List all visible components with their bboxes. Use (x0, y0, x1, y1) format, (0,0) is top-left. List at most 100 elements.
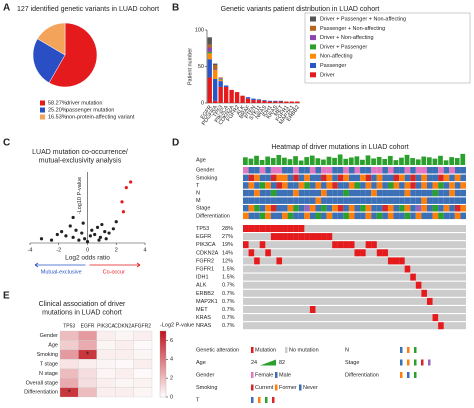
bar-segment (234, 92, 240, 103)
track-label: Gender (196, 168, 215, 174)
track-cell (343, 212, 349, 220)
track-cell (304, 182, 310, 189)
y-tick-label: 50 (198, 64, 204, 70)
gene-frequency: 0.7% (222, 323, 235, 329)
legend-label: Never (303, 385, 318, 391)
track-cell (282, 174, 288, 182)
mutation-cell (248, 225, 255, 232)
track-cell (410, 174, 416, 182)
legend-label: Driver + Passenger (320, 44, 367, 50)
legend-label: Male (279, 372, 291, 378)
track-cell (365, 167, 372, 174)
point (83, 237, 87, 241)
track-cell (298, 212, 305, 220)
track-cell (415, 212, 422, 220)
age-bar (382, 159, 388, 165)
legend-value: 58.27% (48, 100, 67, 106)
legend-swatch (310, 44, 316, 50)
track-cell (337, 189, 344, 197)
track-cell (265, 174, 271, 182)
gene-frequency: 27% (222, 234, 233, 240)
legend-title: Differentiation (345, 372, 379, 378)
legend-label: Non-affecting (320, 54, 353, 60)
heatmap-cell (96, 330, 116, 341)
arrow (34, 262, 86, 268)
track-cell (348, 189, 355, 197)
pie-slice (48, 22, 98, 88)
gene-label: MAP2K1 (196, 299, 218, 305)
track-cell (298, 205, 305, 212)
track-cell (259, 189, 266, 197)
track-cell (293, 197, 299, 204)
bar-segment (240, 95, 245, 103)
track-cell (460, 182, 466, 189)
heatmap-cell (115, 387, 134, 398)
track-cell (293, 174, 299, 182)
track-cell (399, 189, 405, 197)
track-cell (432, 212, 439, 220)
mutation-cell (315, 233, 322, 241)
gene-row (243, 297, 466, 305)
mutation-cell (248, 249, 255, 257)
mutation-cell (343, 241, 349, 249)
age-bar (460, 153, 466, 165)
row-label: Overall stage (26, 380, 58, 386)
mutation-cell (399, 257, 405, 265)
track-label: N (196, 190, 200, 196)
track-cell (243, 205, 249, 212)
track-cell (354, 205, 361, 212)
legend-value: 25.20% (48, 107, 67, 113)
heatmap-cell (78, 340, 97, 351)
gene-frequency: 0.7% (222, 315, 235, 321)
age-bar (393, 160, 399, 165)
x-tick-label: 2 (115, 247, 118, 253)
track-cell (432, 205, 439, 212)
legend-box (304, 12, 471, 84)
bar-segment (295, 101, 300, 103)
track-cell (360, 205, 366, 212)
row-label: Gender (40, 333, 59, 339)
age-bar (371, 158, 376, 165)
track-cell (309, 174, 316, 182)
track-cell (243, 182, 249, 189)
gene-frequency: 0.7% (222, 283, 235, 289)
track-cell (426, 212, 433, 220)
point (114, 220, 118, 224)
bar-segment (218, 81, 223, 87)
age-scale (260, 359, 276, 366)
heatmap-cell (96, 387, 116, 398)
track-cell (421, 189, 427, 197)
legend-swatch (310, 53, 316, 59)
track-cell (248, 197, 255, 204)
track-cell (382, 167, 388, 174)
legend-swatch (310, 35, 316, 41)
track-cell (376, 182, 383, 189)
track-cell (454, 174, 461, 182)
track-cell (354, 182, 361, 189)
track-cell (270, 189, 277, 197)
track-cell (304, 167, 310, 174)
heatmap-cell (59, 368, 79, 379)
colorbar-tick-label: 4 (170, 357, 173, 363)
track-cell (337, 167, 344, 174)
legend-label: Female (255, 372, 273, 378)
track-cell (432, 167, 439, 174)
age-bar (426, 157, 432, 165)
mutation-cell (410, 273, 416, 281)
bar-segment (267, 101, 273, 103)
track-cell (404, 189, 411, 197)
bar-segment (245, 97, 251, 99)
track-cell (415, 174, 422, 182)
track-cell (270, 197, 277, 204)
point (88, 234, 92, 238)
point (98, 235, 103, 239)
gene-label: ALK (196, 283, 207, 289)
age-bar (387, 155, 393, 165)
track-cell (354, 212, 361, 220)
track-cell (371, 182, 377, 189)
heatmap-cell (78, 387, 97, 398)
track-cell (309, 182, 316, 189)
track-cell (387, 205, 394, 212)
heatmap-cell (96, 340, 116, 351)
age-bar (443, 160, 449, 165)
